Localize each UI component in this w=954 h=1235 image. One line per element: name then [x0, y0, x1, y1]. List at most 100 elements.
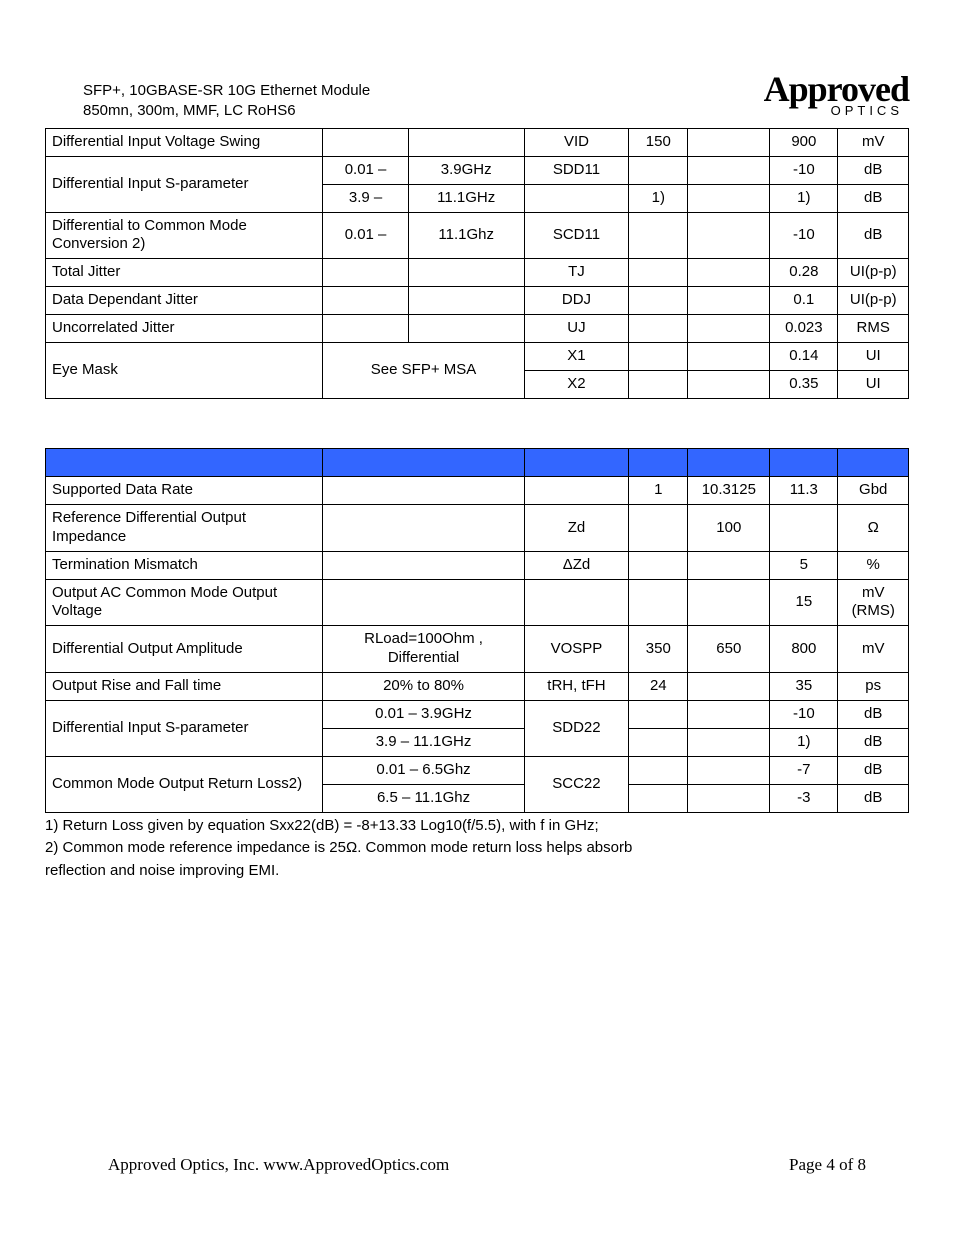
cell-unit: mV: [838, 128, 909, 156]
cell-param: Total Jitter: [46, 259, 323, 287]
cell-unit: dB: [838, 756, 909, 784]
table2-h-sym: [524, 449, 629, 477]
table-row: Differential Output AmplitudeRLoad=100Oh…: [46, 626, 909, 673]
cell-sym: DDJ: [524, 287, 629, 315]
cell-param: Differential Input S-parameter: [46, 700, 323, 756]
cell-unit: dB: [838, 700, 909, 728]
cell-param: Differential to Common Mode Conversion 2…: [46, 212, 323, 259]
cell-min: 150: [629, 128, 688, 156]
cell-typ: [688, 672, 770, 700]
footnote-2: 2) Common mode reference impedance is 25…: [45, 837, 909, 860]
cell-typ: [688, 579, 770, 626]
cell-param: Output Rise and Fall time: [46, 672, 323, 700]
cell-max: 15: [770, 579, 838, 626]
cell-max: 0.023: [770, 315, 838, 343]
table-row: Eye MaskSee SFP+ MSAX10.14UI: [46, 343, 909, 371]
cell-typ: [688, 728, 770, 756]
table-row: Reference Differential Output ImpedanceZ…: [46, 505, 909, 552]
cell-min: [629, 259, 688, 287]
cell-unit: RMS: [838, 315, 909, 343]
cell-max: 35: [770, 672, 838, 700]
cell-min: [629, 756, 688, 784]
cell-typ: 100: [688, 505, 770, 552]
footnote-3: reflection and noise improving EMI.: [45, 860, 909, 883]
cell-param: Differential Input S-parameter: [46, 156, 323, 212]
footer-right: Page 4 of 8: [789, 1155, 866, 1175]
cell-condition: 11.1Ghz: [408, 212, 524, 259]
footer-left: Approved Optics, Inc. www.ApprovedOptics…: [108, 1155, 449, 1175]
cell-condition: 0.01 –: [323, 212, 408, 259]
cell-typ: [688, 212, 770, 259]
cell-sym: ΔZd: [524, 551, 629, 579]
cell-condition: [408, 259, 524, 287]
cell-min: [629, 287, 688, 315]
cell-sym: VOSPP: [524, 626, 629, 673]
spec-table-1: Differential Input Voltage SwingVID15090…: [45, 128, 909, 400]
cell-typ: [688, 315, 770, 343]
cell-unit: UI(p-p): [838, 259, 909, 287]
cell-condition: [323, 128, 408, 156]
cell-min: [629, 551, 688, 579]
table-row: Supported Data Rate110.312511.3Gbd: [46, 477, 909, 505]
cell-max: 5: [770, 551, 838, 579]
cell-max: -3: [770, 784, 838, 812]
table-row: Output AC Common Mode Output Voltage 15mV…: [46, 579, 909, 626]
cell-max: 1): [770, 184, 838, 212]
footnote-1: 1) Return Loss given by equation Sxx22(d…: [45, 815, 909, 838]
cell-condition: [323, 259, 408, 287]
cell-min: [629, 784, 688, 812]
cell-sym: [524, 477, 629, 505]
cell-sym: SDD11: [524, 156, 629, 184]
cell-unit: dB: [838, 212, 909, 259]
table2-h-cond: [323, 449, 524, 477]
cell-condition: 3.9 –: [323, 184, 408, 212]
cell-condition: [323, 477, 524, 505]
cell-param: Supported Data Rate: [46, 477, 323, 505]
cell-max: -10: [770, 700, 838, 728]
cell-min: [629, 343, 688, 371]
cell-param: Differential Input Voltage Swing: [46, 128, 323, 156]
cell-max: 0.14: [770, 343, 838, 371]
cell-max: 11.3: [770, 477, 838, 505]
table-row: Differential Input S-parameter0.01 –3.9G…: [46, 156, 909, 184]
cell-condition: See SFP+ MSA: [323, 343, 524, 399]
cell-unit: dB: [838, 728, 909, 756]
cell-min: [629, 371, 688, 399]
cell-typ: [688, 156, 770, 184]
cell-param: Output AC Common Mode Output Voltage: [46, 579, 323, 626]
header-line2: 850mn, 300m, MMF, LC RoHS6: [83, 102, 296, 119]
cell-condition: 3.9 – 11.1GHz: [323, 728, 524, 756]
cell-typ: [688, 128, 770, 156]
logo: Approved OPTICS: [764, 74, 909, 116]
table2-header-row: [46, 449, 909, 477]
cell-sym: SDD22: [524, 700, 629, 756]
cell-unit: UI: [838, 343, 909, 371]
cell-unit: Ω: [838, 505, 909, 552]
cell-min: [629, 156, 688, 184]
table2-h-min: [629, 449, 688, 477]
table2-h-typ: [688, 449, 770, 477]
cell-sym: UJ: [524, 315, 629, 343]
cell-min: 1): [629, 184, 688, 212]
cell-typ: [688, 287, 770, 315]
table-row: Output Rise and Fall time20% to 80%tRH, …: [46, 672, 909, 700]
cell-condition: [408, 128, 524, 156]
table2-h-max: [770, 449, 838, 477]
cell-typ: [688, 551, 770, 579]
cell-param: Uncorrelated Jitter: [46, 315, 323, 343]
cell-unit: dB: [838, 784, 909, 812]
cell-typ: [688, 700, 770, 728]
table-row: Uncorrelated Jitter UJ 0.023RMS: [46, 315, 909, 343]
cell-min: [629, 212, 688, 259]
cell-sym: VID: [524, 128, 629, 156]
cell-condition: [323, 551, 524, 579]
cell-typ: [688, 184, 770, 212]
cell-sym: SCC22: [524, 756, 629, 812]
cell-max: 1): [770, 728, 838, 756]
cell-min: 24: [629, 672, 688, 700]
cell-unit: mV (RMS): [838, 579, 909, 626]
cell-condition: 0.01 – 6.5Ghz: [323, 756, 524, 784]
cell-param: Data Dependant Jitter: [46, 287, 323, 315]
cell-condition: RLoad=100Ohm , Differential: [323, 626, 524, 673]
cell-typ: 650: [688, 626, 770, 673]
